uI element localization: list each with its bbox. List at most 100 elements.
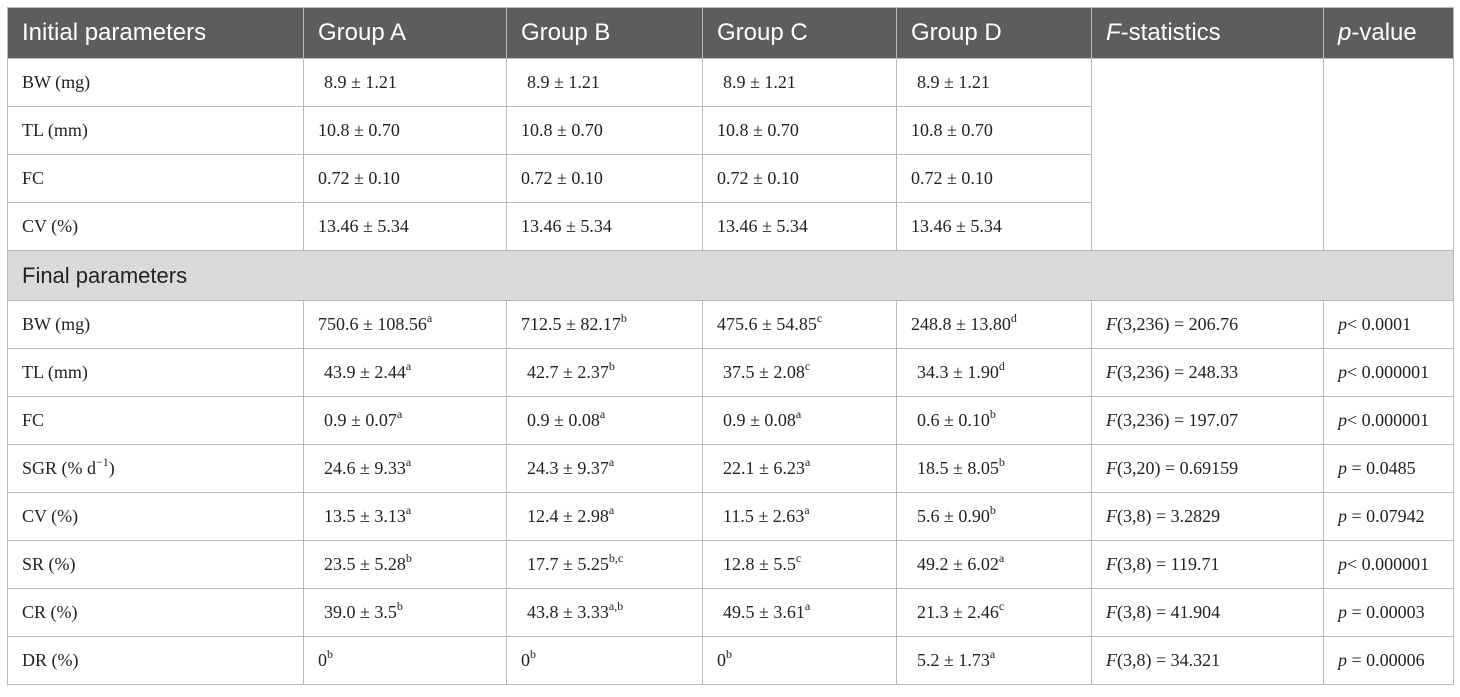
param-label: SGR (% d [22,458,97,478]
group-d-cell: 5.6 ± 0.90b [896,492,1092,541]
group-d-cell: 0.72 ± 0.10 [896,154,1092,203]
p-symbol: p [1338,506,1347,526]
p-header-rest: -value [1351,19,1417,46]
group-a-cell: 0b [303,636,507,685]
group-d-cell: 18.5 ± 8.05b [896,444,1092,493]
f-symbol: F [1106,314,1117,334]
f-statistic-value: (3,20) = 0.69159 [1117,458,1239,478]
group-b-value: 17.7 ± 5.25 [527,554,609,574]
group-b-value: 24.3 ± 9.37 [527,458,609,478]
f-statistic-value: (3,8) = 3.2829 [1117,506,1221,526]
significance-letter: a [608,503,615,517]
significance-letter: a [405,359,412,373]
group-b-cell: 17.7 ± 5.25b,c [506,540,703,589]
table-row: SR (%) 23.5 ± 5.28b 17.7 ± 5.25b,c 12.8 ± 5… [7,540,1454,589]
group-c-cell: 49.5 ± 3.61a [702,588,897,637]
group-b-cell: 24.3 ± 9.37a [506,444,703,493]
p-symbol: p [1338,650,1347,670]
param-cell: SR (%) [7,540,304,589]
group-b-value: 43.8 ± 3.33 [527,602,609,622]
p-value: < 0.0001 [1347,314,1412,334]
f-symbol: F [1106,19,1121,46]
p-value-cell: p< 0.0001 [1323,300,1454,349]
f-statistic-value: (3,236) = 248.33 [1117,362,1239,382]
significance-letter: b [998,455,1005,469]
significance-letter: b [989,407,996,421]
group-c-cell: 37.5 ± 2.08c [702,348,897,397]
group-d-value: 248.8 ± 13.80 [911,314,1011,334]
p-value: < 0.000001 [1347,362,1430,382]
param-cell: DR (%) [7,636,304,685]
table-row: TL (mm) 10.8 ± 0.70 10.8 ± 0.70 10.8 ± 0.70… [7,106,1454,155]
significance-letter: a [804,455,811,469]
p-value-cell: p = 0.00003 [1323,588,1454,637]
group-b-cell: 0b [506,636,703,685]
header-group-c: Group C [702,7,897,59]
p-value-cell: p< 0.000001 [1323,540,1454,589]
group-c-value: 49.5 ± 3.61 [723,602,805,622]
group-a-cell: 0.9 ± 0.07a [303,396,507,445]
significance-letter: b [396,599,403,613]
f-statistic-cell: F(3,236) = 206.76 [1091,300,1324,349]
group-a-value: 43.9 ± 2.44 [324,362,406,382]
group-a-value: 39.0 ± 3.5 [324,602,397,622]
group-c-value: 11.5 ± 2.63 [723,506,805,526]
group-d-value: 5.2 ± 1.73 [917,650,990,670]
f-statistic-value: (3,8) = 41.904 [1117,602,1221,622]
significance-letter: a,b [608,599,624,613]
header-group-a: Group A [303,7,507,59]
significance-letter: c [795,551,802,565]
f-statistic-cell: F(3,8) = 3.2829 [1091,492,1324,541]
results-table: Initial parameters Group A Group B Group… [7,7,1454,685]
significance-letter: b [405,551,412,565]
section-row: Final parameters [7,250,1454,301]
group-c-cell: 10.8 ± 0.70 [702,106,897,155]
f-symbol: F [1106,554,1117,574]
group-b-cell: 10.8 ± 0.70 [506,106,703,155]
significance-letter: c [998,599,1005,613]
group-d-cell: 248.8 ± 13.80d [896,300,1092,349]
param-label: DR (%) [22,650,79,670]
group-d-value: 34.3 ± 1.90 [917,362,999,382]
f-symbol: F [1106,506,1117,526]
group-c-cell: 12.8 ± 5.5c [702,540,897,589]
significance-letter: a [804,503,810,517]
header-f-statistics: F-statistics [1091,7,1324,59]
group-a-value: 750.6 ± 108.56 [318,314,427,334]
f-statistic-cell-empty [1091,58,1324,251]
significance-letter: a [795,407,802,421]
significance-letter: a [998,551,1005,565]
group-c-cell: 11.5 ± 2.63a [702,492,897,541]
p-value: = 0.0485 [1347,458,1416,478]
group-c-value: 12.8 ± 5.5 [723,554,796,574]
group-d-cell: 49.2 ± 6.02a [896,540,1092,589]
group-d-value: 21.3 ± 2.46 [917,602,999,622]
group-d-value: 0.6 ± 0.10 [917,410,990,430]
param-label: BW (mg) [22,314,91,334]
group-b-cell: 42.7 ± 2.37b [506,348,703,397]
p-value: = 0.00006 [1347,650,1425,670]
p-symbol: p [1338,458,1347,478]
f-statistic-value: (3,8) = 34.321 [1117,650,1221,670]
table-row: CV (%) 13.46 ± 5.34 13.46 ± 5.34 13.46 ± 5.… [7,202,1454,251]
group-a-cell: 13.5 ± 3.13a [303,492,507,541]
p-value: = 0.07942 [1347,506,1425,526]
header-group-d: Group D [896,7,1092,59]
group-c-value: 475.6 ± 54.85 [717,314,817,334]
p-value: < 0.000001 [1347,410,1430,430]
group-a-cell: 13.46 ± 5.34 [303,202,507,251]
f-statistic-value: (3,236) = 197.07 [1117,410,1239,430]
param-label: FC [22,410,45,430]
f-symbol: F [1106,650,1117,670]
group-a-cell: 10.8 ± 0.70 [303,106,507,155]
p-symbol: p [1338,19,1352,46]
p-value: = 0.00003 [1347,602,1425,622]
header-group-b: Group B [506,7,703,59]
group-a-cell: 39.0 ± 3.5b [303,588,507,637]
group-b-cell: 8.9 ± 1.21 [506,58,703,107]
group-c-value: 0 [717,650,726,670]
p-value-cell-empty [1323,58,1454,251]
significance-letter: a [804,599,811,613]
group-a-value: 24.6 ± 9.33 [324,458,406,478]
f-statistic-cell: F(3,8) = 34.321 [1091,636,1324,685]
